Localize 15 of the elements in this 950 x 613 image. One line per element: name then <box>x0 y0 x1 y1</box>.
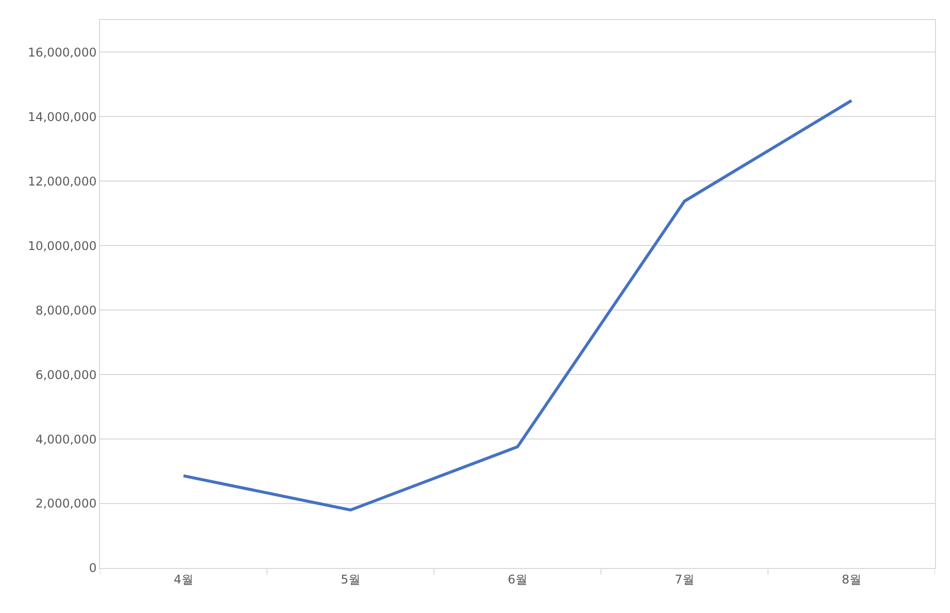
x-tick-label: 7월 <box>674 572 694 586</box>
line-series <box>182 99 853 512</box>
y-tick-label: 6,000,000 <box>36 368 97 382</box>
y-tick-label: 10,000,000 <box>28 238 97 253</box>
y-tick-label: 14,000,000 <box>28 110 97 124</box>
x-tick-label: 5월 <box>340 572 360 586</box>
x-tick-label: 8월 <box>842 572 862 586</box>
x-tick-label: 4월 <box>174 572 194 586</box>
y-tick-label: 4,000,000 <box>36 432 97 446</box>
y-tick-label: 16,000,000 <box>28 45 97 60</box>
y-tick-label: 12,000,000 <box>28 174 97 188</box>
y-tick-label: 8,000,000 <box>36 303 97 318</box>
y-tick-label: 2,000,000 <box>36 496 97 511</box>
x-tick-label: 6월 <box>508 572 528 586</box>
y-tick-label: 0 <box>88 561 97 576</box>
